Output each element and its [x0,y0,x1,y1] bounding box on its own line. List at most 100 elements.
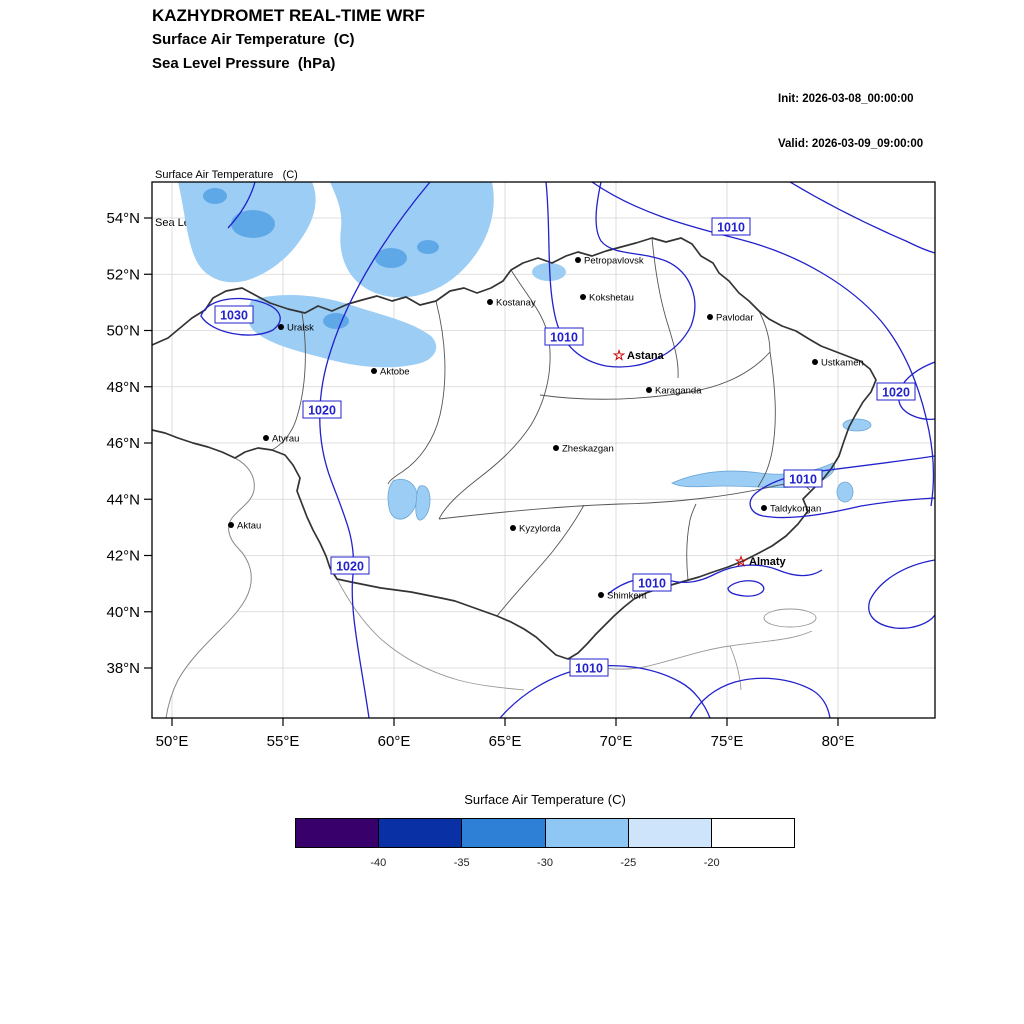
pressure-label-box [544,327,584,346]
isobar [319,182,431,718]
city-dot [580,294,586,300]
map-frame [151,181,936,719]
y-axis: 54°N 52°N 50°N 48°N 46°N 44°N 42°N 40°N 38°N [106,210,152,677]
city-label: Karaganda [655,386,702,397]
city-marker: Taldykorgan [761,504,821,515]
colorbar-segment [378,819,462,847]
city-marker: Petropavlovsk [575,256,644,267]
colorbar-tick-label: -25 [620,857,637,869]
x-axis-label: 75°E [711,733,744,750]
colorbar-tick-labels: -40 -35 -30 -25 -20 [295,857,795,873]
colorbar-tick-label: -40 [370,857,387,869]
city-marker: Uralsk [278,323,314,334]
pressure-label-box [876,382,916,401]
city-marker: Pavlodar [707,313,754,324]
city-marker: Kokshetau [580,293,634,304]
pressure-label: 1010 [544,327,584,346]
pressure-label: 1030 [214,305,254,324]
x-axis-label: 65°E [489,733,522,750]
city-marker: Aktobe [371,367,410,378]
city-label: Kyzylorda [519,524,561,535]
shade-region [532,263,566,281]
city-marker: Aktau [228,521,261,532]
temperature-shading [176,182,566,477]
pressure-labels: 1010 1030 1010 1020 1020 1010 1020 1010 1010 [214,217,916,677]
border-line [729,645,742,691]
isobar [591,182,935,507]
city-label: Ustkamen [821,358,864,369]
shade-region [330,182,494,298]
x-axis-label: 55°E [267,733,300,750]
shade-region-cold [231,210,275,238]
pressure-label-box [302,400,342,419]
isobar [200,297,281,336]
national-border-line [152,237,877,660]
y-axis-label: 50°N [106,323,140,340]
border-line [758,310,771,353]
city-label: Shimkent [607,591,647,602]
pressure-label-box [214,305,254,324]
city-dot [278,324,284,330]
pressure-label-box [569,658,609,677]
city-label: Pavlodar [716,313,754,324]
border-line [387,300,446,485]
pressure-contours [200,182,935,718]
x-axis: 50°E 55°E 60°E 65°E 70°E 75°E 80°E [156,718,854,750]
city-marker: ☆ Astana [613,347,665,363]
pressure-label: 1020 [876,382,916,401]
page-title: KAZHYDROMET REAL-TIME WRF [152,6,425,25]
y-axis-label: 44°N [106,491,140,508]
colorbar-segment [710,819,795,847]
isobar [499,665,711,718]
city-label: Astana [627,350,665,362]
city-label: Zheskazgan [562,444,614,455]
city-label: Almaty [749,556,787,568]
shade-region [247,294,437,368]
page-subtitle-pressure: Sea Level Pressure (hPa) [152,55,336,72]
y-axis-label: 46°N [106,435,140,452]
x-axis-label: 60°E [378,733,411,750]
city-dot [646,387,652,393]
city-marker: ☆ Almaty [735,553,787,569]
isobar [898,361,935,420]
pressure-label: 1010 [632,573,672,592]
kazakhstan-border [152,237,877,660]
city-label: Taldykorgan [770,504,821,515]
city-label: Aktau [237,521,261,532]
border-line [271,312,306,451]
lake-alakol [836,481,854,503]
x-axis-label: 70°E [600,733,633,750]
pressure-label: 1010 [783,469,823,488]
colorbar: Surface Air Temperature (C) -40 -35 -30 -25… [295,792,795,873]
pressure-label: 1010 [569,658,609,677]
capital-star-icon: ☆ [735,553,748,569]
colorbar-tick-label: -20 [703,857,720,869]
pressure-label-box [632,573,672,592]
pressure-label-text: 1010 [789,473,817,487]
city-dot [487,299,493,305]
pressure-label-text: 1020 [308,404,336,418]
border-line [336,578,525,691]
water-bodies [152,418,872,718]
pressure-label: 1020 [330,556,370,575]
colorbar-segment [627,819,711,847]
city-label: Uralsk [287,323,314,334]
caspian-sea [152,429,255,718]
border-line [757,351,776,488]
isobar [545,182,696,368]
colorbar-tick-label: -30 [537,857,553,869]
shade-region-cold [323,313,349,329]
colorbar-segment [461,819,545,847]
oblast-borders [271,237,811,617]
city-marker: Atyrau [263,434,299,445]
city-dot [263,435,269,441]
city-dot [707,314,713,320]
map-caption-line1: Surface Air Temperature (C) [155,169,298,181]
y-axis-label: 54°N [106,210,140,227]
shade-region-cold [375,248,407,268]
colorbar-tick-label: -35 [453,857,470,869]
city-marker: Karaganda [646,386,702,397]
pressure-label-text: 1010 [717,221,745,235]
lake-zaysan [842,418,872,432]
